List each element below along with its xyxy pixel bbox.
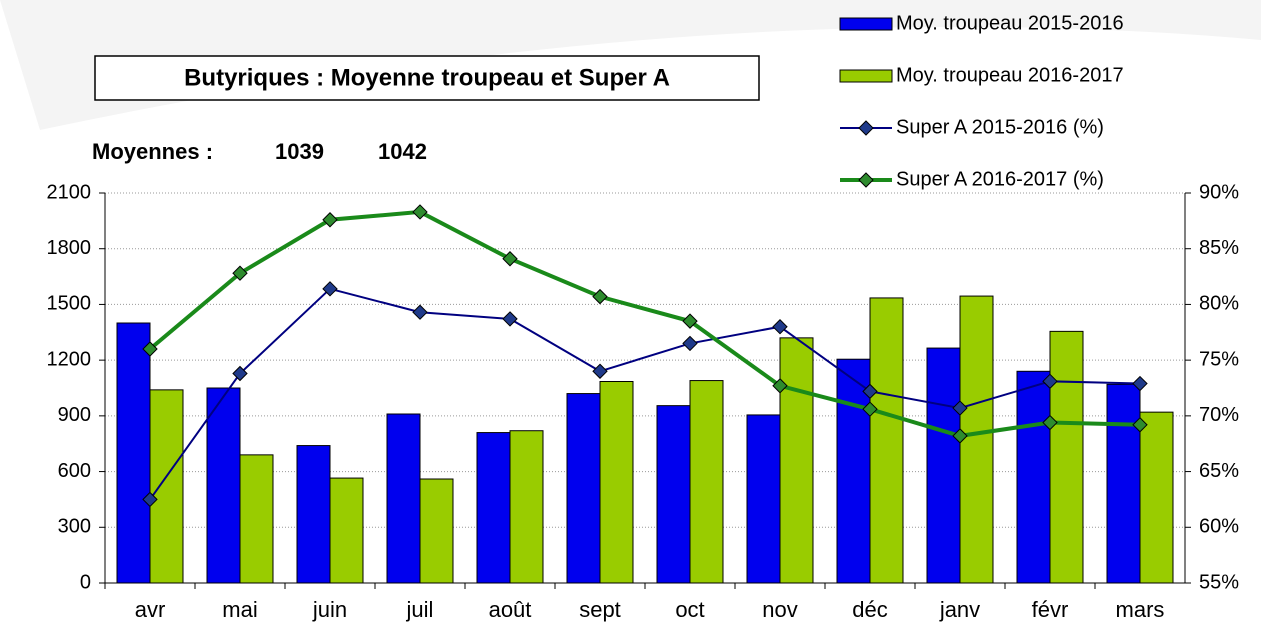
y-tick-label: 300 xyxy=(58,516,91,538)
bar xyxy=(689,380,724,584)
marker xyxy=(232,265,248,281)
bar xyxy=(329,477,364,584)
averages-label: Moyennes : xyxy=(92,139,213,164)
bar xyxy=(509,430,544,584)
bar xyxy=(386,413,421,584)
x-tick-label: août xyxy=(489,597,532,622)
y2-tick-label: 65% xyxy=(1199,460,1239,482)
bar xyxy=(476,432,511,584)
marker xyxy=(232,365,248,382)
marker xyxy=(772,319,788,335)
y2-tick-label: 80% xyxy=(1199,293,1239,315)
y-tick-label: 600 xyxy=(58,460,91,482)
y-tick-label: 1500 xyxy=(47,293,92,315)
marker xyxy=(142,491,158,508)
bar xyxy=(959,295,994,584)
x-tick-label: déc xyxy=(852,597,887,622)
bar xyxy=(599,381,634,584)
bar xyxy=(1139,411,1174,584)
marker xyxy=(952,400,968,416)
background-swoosh xyxy=(0,0,1261,130)
bar xyxy=(1049,330,1084,584)
y2-tick-label: 60% xyxy=(1199,516,1239,538)
bar xyxy=(1016,370,1051,584)
line xyxy=(148,209,1141,438)
legend-swatch xyxy=(858,172,874,188)
marker xyxy=(682,335,698,352)
x-tick-label: mars xyxy=(1116,597,1165,622)
bar xyxy=(239,454,274,584)
legend-swatch xyxy=(839,17,893,31)
x-tick-label: juil xyxy=(406,597,434,622)
y-tick-label: 2100 xyxy=(47,181,92,203)
y2-tick-label: 55% xyxy=(1199,571,1239,593)
marker xyxy=(412,204,428,220)
marker xyxy=(1132,375,1148,392)
bar xyxy=(419,478,454,584)
chart-title: Butyriques : Moyenne troupeau et Super A xyxy=(184,64,670,91)
marker xyxy=(322,281,338,297)
y-tick-label: 0 xyxy=(80,571,91,593)
x-tick-label: oct xyxy=(675,597,704,622)
y2-tick-label: 70% xyxy=(1199,404,1239,426)
y-tick-label: 1800 xyxy=(47,237,92,259)
bar xyxy=(779,337,814,584)
y2-tick-label: 90% xyxy=(1199,181,1239,203)
marker xyxy=(502,251,518,267)
marker xyxy=(502,311,518,327)
bar xyxy=(746,414,781,584)
legend-label: Moy. troupeau 2016-2017 xyxy=(896,64,1124,86)
y-tick-label: 1200 xyxy=(47,348,92,370)
line xyxy=(149,287,1141,501)
bar xyxy=(1106,383,1141,584)
average-value: 1042 xyxy=(378,139,427,164)
title-box xyxy=(94,55,760,101)
marker xyxy=(682,313,698,329)
legend-swatch xyxy=(858,120,874,136)
marker xyxy=(592,363,608,379)
marker xyxy=(1042,373,1058,390)
marker xyxy=(1042,414,1058,431)
marker xyxy=(772,378,788,394)
x-tick-label: juin xyxy=(312,597,347,622)
x-tick-label: nov xyxy=(762,597,797,622)
marker xyxy=(322,212,338,228)
marker xyxy=(592,288,608,305)
bar xyxy=(926,347,961,584)
marker xyxy=(862,383,878,400)
y2-tick-label: 85% xyxy=(1199,237,1239,259)
average-value: 1039 xyxy=(275,139,324,164)
bar xyxy=(656,405,691,584)
bar xyxy=(116,322,151,584)
x-tick-label: janv xyxy=(939,597,980,622)
legend-label: Moy. troupeau 2015-2016 xyxy=(896,12,1124,34)
x-tick-label: sept xyxy=(579,597,621,622)
legend-label: Super A 2016-2017 (%) xyxy=(896,168,1104,190)
bar xyxy=(149,389,184,584)
bar xyxy=(836,358,871,584)
x-tick-label: févr xyxy=(1032,597,1069,622)
marker xyxy=(142,341,158,357)
marker xyxy=(1132,417,1148,433)
x-tick-label: mai xyxy=(222,597,257,622)
marker xyxy=(952,428,968,444)
bar xyxy=(206,387,241,584)
bar xyxy=(869,297,904,584)
marker xyxy=(862,401,878,417)
bar xyxy=(566,393,601,584)
y-tick-label: 900 xyxy=(58,404,91,426)
x-tick-label: avr xyxy=(135,597,166,622)
bar xyxy=(296,445,331,584)
marker xyxy=(412,304,428,320)
legend-label: Super A 2015-2016 (%) xyxy=(896,116,1104,138)
legend-swatch xyxy=(839,69,893,83)
y2-tick-label: 75% xyxy=(1199,348,1239,370)
